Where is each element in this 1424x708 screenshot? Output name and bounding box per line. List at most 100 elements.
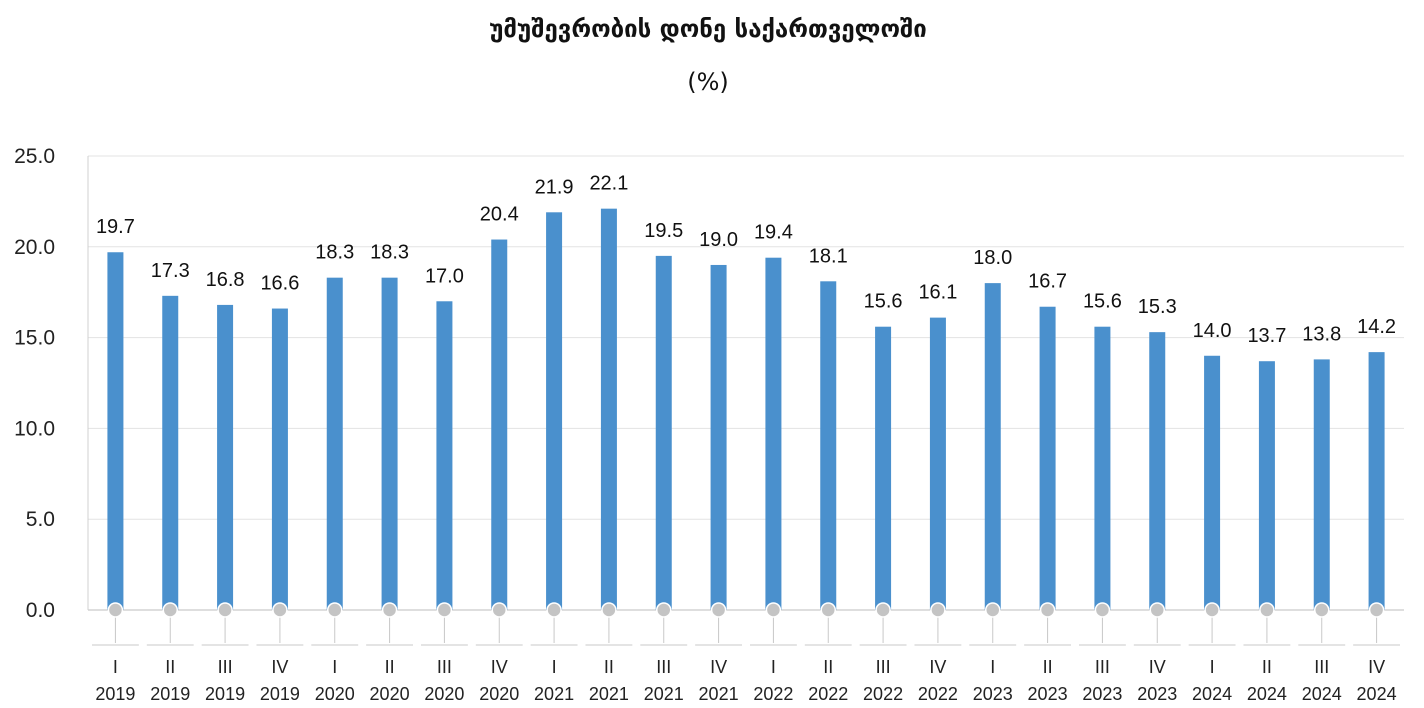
x-tick-quarter: IV: [710, 657, 727, 677]
x-tick-quarter: II: [385, 657, 395, 677]
data-label: 15.3: [1138, 296, 1177, 318]
x-tick-quarter: II: [1043, 657, 1053, 677]
baseline-marker: [217, 602, 233, 618]
x-tick-year: 2024: [1302, 684, 1342, 704]
x-tick-quarter: II: [823, 657, 833, 677]
baseline-marker: [1259, 602, 1275, 618]
x-tick-quarter: I: [113, 657, 118, 677]
bar: [710, 264, 727, 610]
x-tick-year: 2024: [1357, 684, 1397, 704]
chart-title: უმუშევრობის დონე საქართველოში: [489, 15, 927, 43]
baseline-marker: [491, 602, 507, 618]
baseline-marker: [820, 602, 836, 618]
x-tick-quarter: IV: [271, 657, 288, 677]
bar: [217, 304, 234, 610]
data-label: 16.6: [260, 273, 299, 295]
x-tick-quarter: III: [437, 657, 452, 677]
baseline-marker: [1368, 602, 1385, 618]
x-tick-quarter: IV: [491, 657, 508, 677]
baseline-marker: [1094, 602, 1111, 618]
data-label: 14.2: [1357, 316, 1396, 338]
data-label: 13.7: [1247, 325, 1286, 347]
x-tick-quarter: III: [656, 657, 671, 677]
baseline-marker: [710, 602, 727, 618]
x-tick-quarter: IV: [1149, 657, 1166, 677]
bar: [381, 277, 398, 610]
x-tick-quarter: III: [876, 657, 891, 677]
data-label: 16.1: [918, 282, 957, 304]
baseline-marker: [272, 602, 288, 618]
x-tick-quarter: I: [1210, 657, 1215, 677]
x-tick-quarter: III: [1314, 657, 1329, 677]
bar: [271, 308, 288, 610]
y-tick-label: 25.0: [14, 145, 55, 168]
bar: [820, 281, 837, 610]
baseline-marker: [656, 602, 672, 618]
bar: [655, 255, 672, 610]
data-label: 16.7: [1028, 271, 1067, 293]
baseline-marker: [1039, 602, 1056, 618]
bar: [326, 277, 343, 610]
bar: [1258, 361, 1275, 610]
grid-lines: [88, 155, 1404, 611]
bar: [162, 295, 179, 610]
data-label: 19.0: [699, 229, 738, 251]
x-tick-quarter: IV: [929, 657, 946, 677]
x-tick-year: 2023: [1082, 684, 1122, 704]
baseline-marker: [1314, 602, 1330, 618]
x-tick-quarter: II: [1262, 657, 1272, 677]
x-tick-quarter: III: [218, 657, 233, 677]
baseline-marker: [765, 602, 782, 618]
baseline-marker: [327, 602, 343, 618]
x-axis: I2019II2019III2019IV2019I2020II2020III20…: [92, 602, 1400, 704]
data-label: 17.0: [425, 265, 464, 287]
data-label: 17.3: [151, 260, 190, 282]
data-label: 19.7: [96, 216, 135, 238]
bar: [107, 252, 124, 611]
bar: [491, 239, 508, 610]
data-label: 19.5: [644, 220, 683, 242]
bar: [1039, 306, 1056, 610]
baseline-marker: [601, 602, 617, 618]
baseline-marker: [107, 602, 124, 618]
x-tick-year: 2019: [260, 684, 300, 704]
data-label: 18.1: [809, 245, 848, 267]
x-tick-year: 2021: [534, 684, 574, 704]
x-tick-quarter: II: [604, 657, 614, 677]
data-label: 14.0: [1193, 320, 1232, 342]
x-tick-year: 2019: [150, 684, 190, 704]
bar: [1368, 352, 1385, 610]
bar: [546, 212, 563, 610]
data-label: 22.1: [589, 173, 628, 195]
bar: [1204, 355, 1221, 610]
y-tick-label: 20.0: [14, 236, 55, 259]
x-tick-year: 2020: [479, 684, 519, 704]
x-tick-year: 2021: [699, 684, 739, 704]
y-tick-label: 0.0: [26, 599, 55, 622]
x-tick-year: 2021: [644, 684, 684, 704]
data-label: 18.3: [315, 242, 354, 264]
y-axis: 0.0 5.0 10.0 15.0 20.0 25.0: [14, 145, 89, 622]
baseline-marker: [985, 602, 1001, 618]
bars: 19.7 17.3 16.8 16.6 18.3 18.3 17.0 20.4 21.9 22.1…: [96, 173, 1396, 611]
x-tick-year: 2024: [1247, 684, 1287, 704]
x-tick-quarter: I: [332, 657, 337, 677]
x-tick-year: 2022: [918, 684, 958, 704]
x-tick-quarter: I: [771, 657, 776, 677]
bar: [875, 326, 892, 610]
bar: [1094, 326, 1111, 610]
data-label: 15.6: [864, 291, 903, 313]
x-tick-year: 2020: [424, 684, 464, 704]
bar: [984, 283, 1001, 610]
y-tick-label: 10.0: [14, 417, 55, 440]
data-label: 21.9: [535, 176, 574, 198]
baseline-marker: [546, 602, 562, 618]
bar: [929, 317, 946, 610]
x-tick-quarter: I: [552, 657, 557, 677]
bar: [436, 301, 453, 610]
y-tick-label: 5.0: [26, 508, 55, 531]
bar: [600, 208, 617, 610]
data-label: 15.6: [1083, 291, 1122, 313]
x-tick-year: 2023: [1028, 684, 1068, 704]
